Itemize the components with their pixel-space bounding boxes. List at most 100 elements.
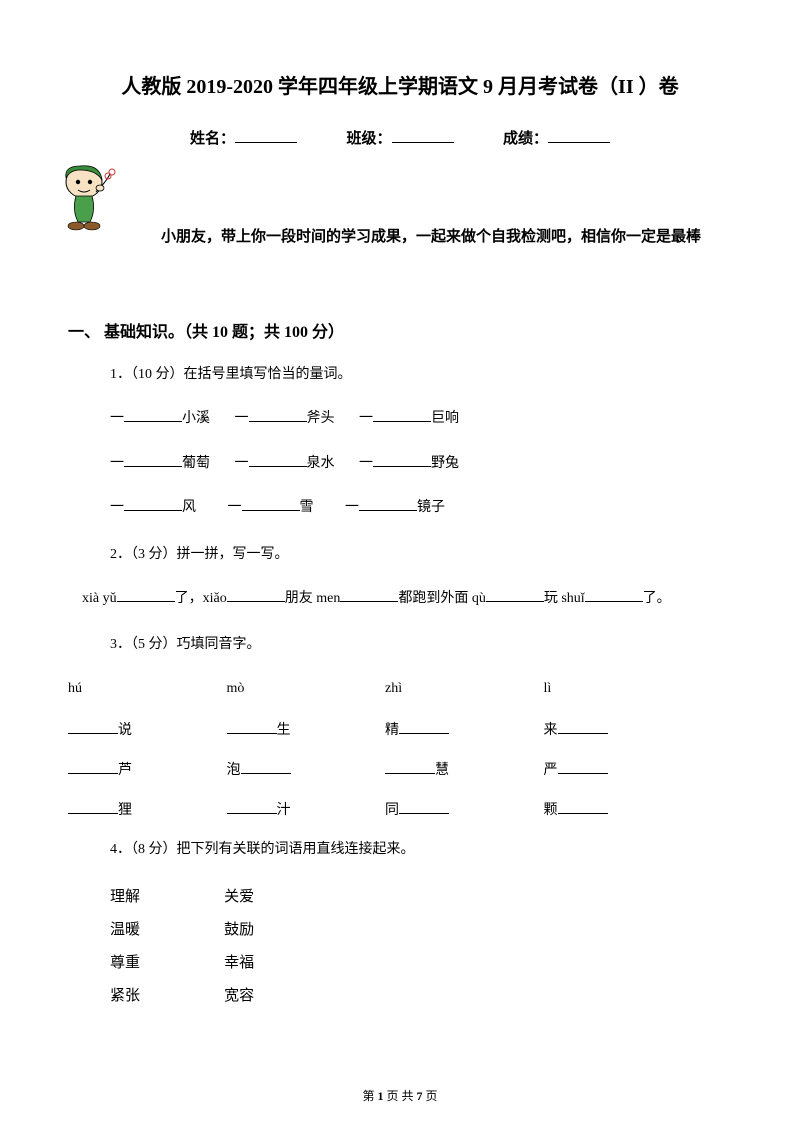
- q1-blank[interactable]: [124, 497, 182, 511]
- q2-line: xià yǔ了，xiǎo朋友 men都跑到外面 qù玩 shuǐ了。: [68, 588, 732, 610]
- q3-blank[interactable]: [227, 800, 277, 814]
- q3-blank[interactable]: [68, 720, 118, 734]
- score-label: 成绩：: [503, 131, 548, 147]
- question-2: 2．（3 分）拼一拼，写一写。 xià yǔ了，xiǎo朋友 men都跑到外面 …: [110, 544, 732, 611]
- q3-char: 狸: [118, 803, 132, 818]
- q3-blank[interactable]: [399, 720, 449, 734]
- q3-table: 说 生 精 来 芦 泡 慧 严 狸 汁 同 颗: [68, 719, 732, 819]
- q3-head: hú: [68, 681, 223, 697]
- q4-pair-row: 紧张 宽容: [110, 984, 732, 1005]
- q3-row: 狸 汁 同 颗: [68, 799, 732, 819]
- q1-row3: 一风 一雪 一镜子: [110, 497, 732, 519]
- q3-row: 芦 泡 慧 严: [68, 759, 732, 779]
- class-blank[interactable]: [392, 129, 454, 143]
- q3-head: lì: [544, 681, 699, 697]
- q1-prefix: 一: [228, 500, 242, 515]
- q4-right: 宽容: [224, 984, 254, 1005]
- q1-blank[interactable]: [124, 408, 182, 422]
- q3-blank[interactable]: [385, 760, 435, 774]
- q4-left: 理解: [110, 885, 220, 906]
- q3-char: 说: [118, 723, 132, 738]
- q3-char: 生: [277, 723, 291, 738]
- q3-char: 芦: [118, 763, 132, 778]
- q2-text: 了。: [643, 591, 671, 606]
- q3-blank[interactable]: [399, 800, 449, 814]
- q1-blank[interactable]: [249, 408, 307, 422]
- q2-stem: 2．（3 分）拼一拼，写一写。: [110, 544, 732, 566]
- q3-char: 慧: [435, 763, 449, 778]
- q3-blank[interactable]: [68, 800, 118, 814]
- q1-prefix: 一: [235, 411, 249, 426]
- q1-word: 小溪: [182, 411, 210, 426]
- q4-right: 幸福: [224, 951, 254, 972]
- q1-blank[interactable]: [249, 453, 307, 467]
- q4-left: 紧张: [110, 984, 220, 1005]
- q1-word: 巨响: [431, 411, 459, 426]
- q1-prefix: 一: [345, 500, 359, 515]
- q1-blank[interactable]: [242, 497, 300, 511]
- q3-char: 严: [544, 763, 558, 778]
- q3-stem: 3．（5 分）巧填同音字。: [110, 634, 732, 656]
- q3-blank[interactable]: [558, 760, 608, 774]
- q2-blank[interactable]: [585, 588, 643, 602]
- q3-blank[interactable]: [558, 800, 608, 814]
- q4-right: 鼓励: [224, 918, 254, 939]
- q4-stem: 4．（8 分）把下列有关联的词语用直线连接起来。: [110, 839, 732, 861]
- q1-word: 风: [182, 500, 196, 515]
- q3-char: 精: [385, 723, 399, 738]
- q3-char: 颗: [544, 803, 558, 818]
- section-1-header: 一、 基础知识。（共 10 题；共 100 分）: [68, 318, 732, 342]
- q3-char: 汁: [277, 803, 291, 818]
- q1-row1: 一小溪 一斧头 一巨响: [110, 408, 732, 430]
- footer-text: 第: [362, 1089, 377, 1103]
- name-label: 姓名：: [190, 131, 235, 147]
- q2-blank[interactable]: [486, 588, 544, 602]
- mascot-icon: [56, 160, 118, 232]
- q1-word: 斧头: [307, 411, 335, 426]
- q2-blank[interactable]: [340, 588, 398, 602]
- q1-word: 镜子: [417, 500, 445, 515]
- q4-pairs: 理解 关爱 温暖 鼓励 尊重 幸福 紧张 宽容: [110, 885, 732, 1005]
- q1-blank[interactable]: [124, 453, 182, 467]
- q4-right: 关爱: [224, 885, 254, 906]
- q3-row: 说 生 精 来: [68, 719, 732, 739]
- q2-text: 了，xiǎo: [175, 591, 227, 606]
- score-blank[interactable]: [548, 129, 610, 143]
- q3-blank[interactable]: [227, 720, 277, 734]
- footer-text: 页: [423, 1089, 438, 1103]
- q2-blank[interactable]: [227, 588, 285, 602]
- exam-title: 人教版 2019-2020 学年四年级上学期语文 9 月月考试卷（II ）卷: [68, 70, 732, 99]
- q1-row2: 一葡萄 一泉水 一野兔: [110, 453, 732, 475]
- q1-blank[interactable]: [359, 497, 417, 511]
- q1-prefix: 一: [110, 500, 124, 515]
- q4-left: 尊重: [110, 951, 220, 972]
- q3-blank[interactable]: [558, 720, 608, 734]
- q1-blank[interactable]: [373, 408, 431, 422]
- q1-prefix: 一: [359, 411, 373, 426]
- q3-pinyin-heads: hú mò zhì lì: [68, 681, 732, 697]
- question-4: 4．（8 分）把下列有关联的词语用直线连接起来。: [110, 839, 732, 861]
- q3-char: 泡: [227, 763, 241, 778]
- question-1: 1．（10 分）在括号里填写恰当的量词。 一 小溪 一 斧头 一 巨响 一葡萄 一泉水…: [110, 364, 732, 520]
- q1-prefix: 一: [235, 456, 249, 471]
- intro-line1: 小朋友，带上你一段时间的学习成果，一起来做个自我检测吧，相信你一定是最棒: [161, 229, 701, 245]
- q1-blank[interactable]: [373, 453, 431, 467]
- footer-text: 页 共: [383, 1089, 416, 1103]
- q4-pair-row: 理解 关爱: [110, 885, 732, 906]
- q1-stem: 1．（10 分）在括号里填写恰当的量词。: [110, 364, 732, 386]
- q2-text: 朋友 men: [285, 591, 341, 606]
- q3-blank[interactable]: [68, 760, 118, 774]
- page-footer: 第 1 页 共 7 页: [0, 1087, 800, 1104]
- q3-char: 来: [544, 723, 558, 738]
- q2-text: 玩 shuǐ: [544, 591, 585, 606]
- q3-char: 同: [385, 803, 399, 818]
- q3-blank[interactable]: [241, 760, 291, 774]
- name-blank[interactable]: [235, 129, 297, 143]
- q3-head: mò: [227, 681, 382, 697]
- q2-text: 都跑到外面 qù: [398, 591, 486, 606]
- q2-blank[interactable]: [117, 588, 175, 602]
- q1-prefix: 一: [110, 456, 124, 471]
- q4-pair-row: 温暖 鼓励: [110, 918, 732, 939]
- q3-head: zhì: [385, 681, 540, 697]
- intro-text: 小朋友，带上你一段时间的学习成果，一起来做个自我检测吧，相信你一定是最棒 的！: [68, 218, 732, 296]
